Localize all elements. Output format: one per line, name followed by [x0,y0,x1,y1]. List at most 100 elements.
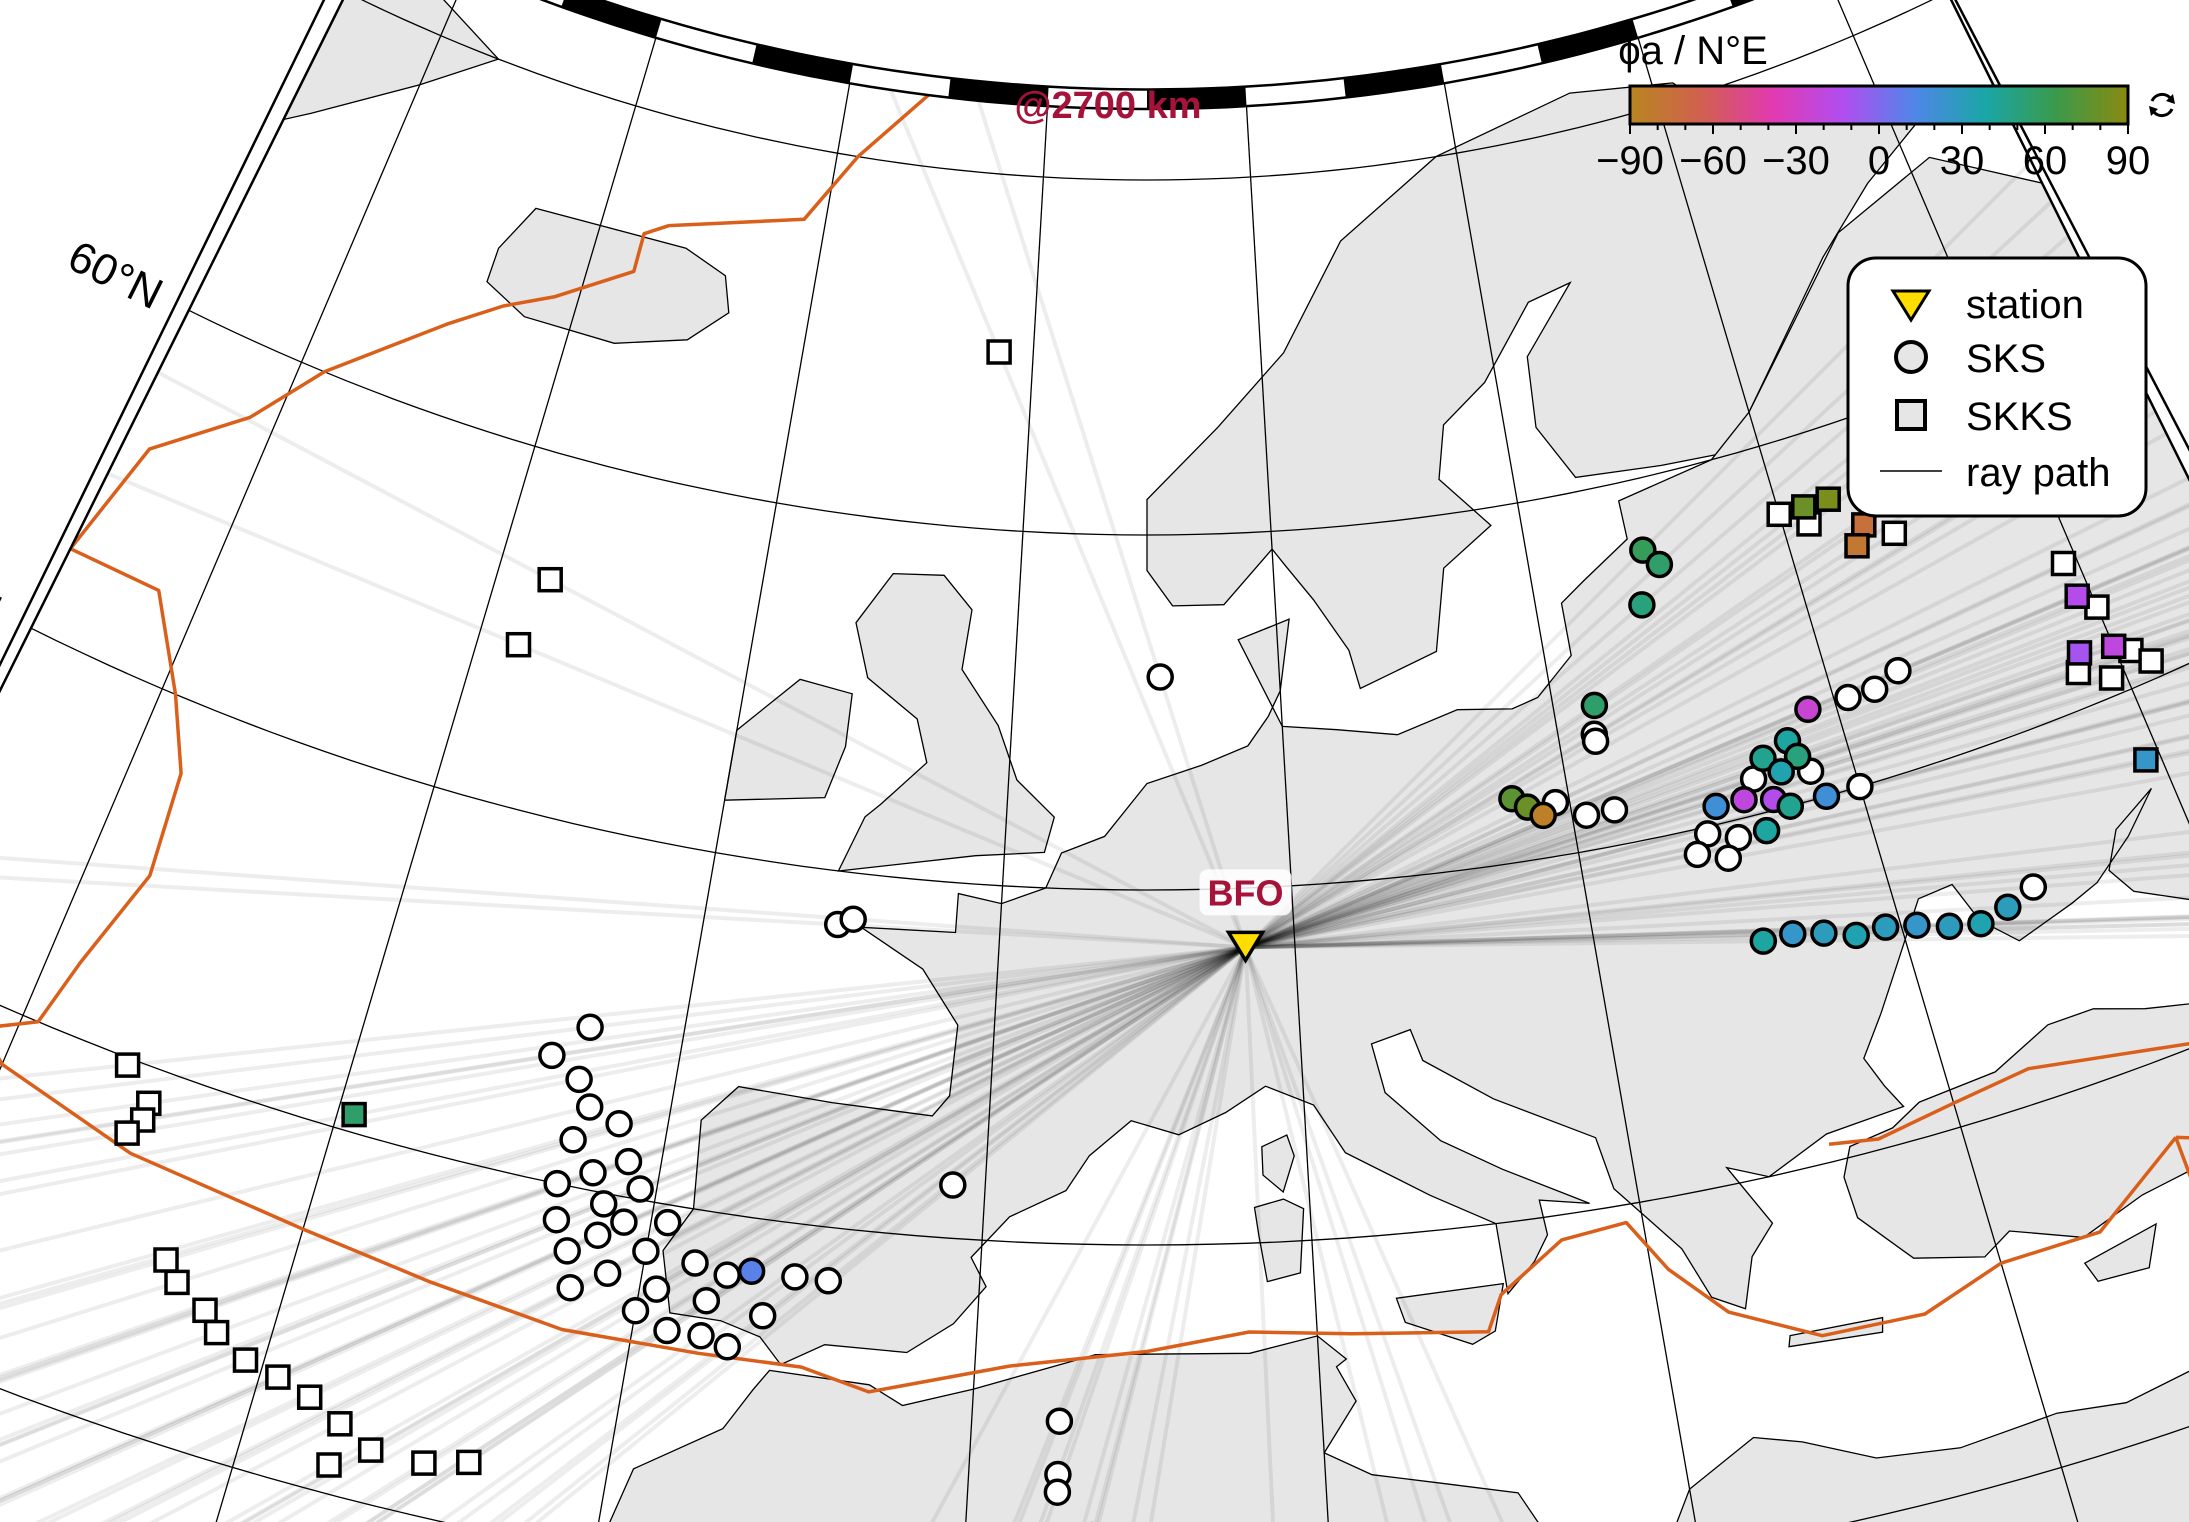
sks-piercing-point [610,1208,638,1236]
skks-piercing-point [2050,550,2077,577]
ray-path [937,947,1248,1522]
skks-piercing-point [164,1269,190,1296]
sks-piercing-point [1146,663,1174,691]
ray-path [0,945,1247,1522]
parallel-line [0,1263,2189,1522]
sks-piercing-point [1935,912,1964,941]
ray-path [706,946,1248,1522]
sks-piercing-point [565,1065,593,1094]
land-cyprus [2083,1222,2157,1282]
ray-path [1244,323,2189,950]
ray-path [1245,597,2189,950]
frame-scale-segment [948,78,1049,107]
parallel-line [188,309,2106,536]
sks-piercing-point [1884,656,1912,685]
ray-path [0,945,1247,1390]
legend-box [1846,256,2148,518]
skks-piercing-point [232,1347,259,1373]
ray-path [0,945,1247,1469]
sks-piercing-point [814,1267,843,1295]
skks-piercing-point [341,1101,367,1128]
colorbar-tick-label: −30 [1762,139,1830,183]
skks-piercing-point [1815,486,1841,512]
ray-path [0,945,1247,1522]
ray-path [0,945,1247,1522]
ray-path [0,945,1247,1395]
meridian-line [1637,37,2164,1522]
skks-piercing-point [192,1297,218,1324]
land-sicily [1395,1282,1505,1346]
ray-path [0,945,1247,1383]
land-great-britain [837,572,1056,872]
sks-piercing-point [653,1208,682,1237]
ray-path [0,945,1247,1429]
sks-piercing-point [1783,742,1812,771]
sks-piercing-point [642,1275,671,1303]
sks-piercing-point [839,905,867,933]
sks-piercing-point [553,1237,581,1265]
ray-path [984,947,1248,1522]
plate-boundary [0,547,183,1066]
ray-path [0,945,1247,1522]
ray-path [1245,861,2189,950]
sks-piercing-point [1730,785,1758,814]
ray-path [1244,0,2189,949]
ray-path [762,0,1248,949]
sks-piercing-point [1871,913,1900,941]
ray-path [0,945,1246,1261]
colorbar-tick-label: 90 [2106,139,2151,183]
ray-path [1244,421,2189,950]
sks-piercing-point [1045,1407,1074,1435]
ray-path [0,945,1247,1522]
legend: station SKS SKKS ray path [1846,256,2148,518]
sks-piercing-point [583,1221,612,1249]
ray-path [0,945,1247,1522]
skks-piercing-point [114,1052,141,1078]
ray-path [1244,469,2189,950]
sks-piercing-point [1860,675,1889,704]
ray-path [0,945,1247,1522]
ray-path [1244,366,2189,950]
frame-scale-segment [0,616,8,641]
skks-piercing-point [1844,533,1870,559]
legend-label-ray-path: ray path [1966,451,2111,495]
sks-piercing-point [538,1041,566,1070]
ray-path [0,945,1247,1522]
skks-piercing-point [2066,640,2093,666]
skks-piercing-point [2138,648,2164,674]
colorbar: ϕa / N°E −90 −60 −30 0 30 60 90 [1596,29,2175,183]
sks-piercing-point [737,1257,766,1286]
ray-path [0,945,1247,1522]
sks-piercing-point [542,1205,571,1234]
sks-piercing-point [1749,927,1778,955]
skks-piercing-point [1881,520,1908,547]
sks-piercing-point [1645,550,1674,579]
ray-path [0,945,1247,1522]
skks-piercing-point [1766,501,1792,528]
ray-path [1244,436,2189,950]
skks-piercing-point [153,1247,179,1273]
ray-path [1244,442,2189,950]
sks-piercing-point [1812,782,1841,811]
skks-piercing-point [411,1450,437,1476]
ray-path [1245,619,2189,950]
sks-piercing-point [579,1159,607,1187]
ray-path [1243,946,1784,1522]
meridian-line [1443,83,1763,1522]
meridian-line [0,0,470,1522]
ray-path [1244,514,2189,950]
ray-path [0,945,1246,1328]
land-scandinavia [1146,82,1917,690]
latitude-label: 60°N [60,232,170,320]
plate-boundary [1828,944,2189,1147]
ray-path [1245,654,2189,950]
ray-path [1245,893,2189,950]
ray-path [1244,332,2189,950]
ray-path [1244,296,2189,950]
skks-piercing-point [2098,665,2125,691]
sks-piercing-point [543,1169,571,1198]
